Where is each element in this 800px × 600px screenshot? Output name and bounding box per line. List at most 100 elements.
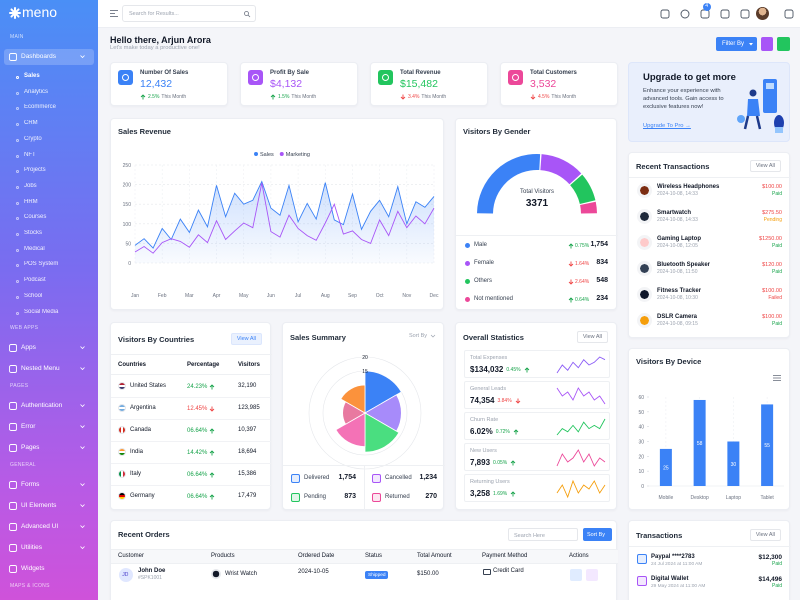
view-all-button[interactable]: View All bbox=[749, 529, 781, 541]
stat-item-value: $134,032 bbox=[470, 365, 504, 374]
submenu-item[interactable]: Ecommerce bbox=[10, 104, 94, 118]
search-box[interactable]: Search for Results... bbox=[122, 5, 256, 22]
x-tick-label: Sep bbox=[348, 293, 357, 299]
icon-shape bbox=[720, 9, 730, 19]
submenu-item[interactable]: CRM bbox=[10, 120, 94, 134]
chevron bbox=[80, 404, 85, 408]
submenu-item[interactable]: HRM bbox=[10, 199, 94, 213]
country-visitors: 10,397 bbox=[238, 427, 257, 433]
column-header: Countries bbox=[118, 362, 147, 368]
stat-value: $4,132 bbox=[270, 78, 303, 90]
submenu-label: Stocks bbox=[24, 230, 43, 236]
sidebar-item[interactable]: Widgets bbox=[4, 561, 94, 577]
stat-value: $15,482 bbox=[400, 78, 438, 90]
topbar-icon[interactable] bbox=[783, 8, 795, 20]
stat-value: 3,532 bbox=[530, 78, 557, 90]
column-header: Percentage bbox=[187, 362, 220, 368]
submenu-item[interactable]: School bbox=[10, 293, 94, 307]
download-button[interactable] bbox=[761, 37, 773, 51]
table-header-bg bbox=[111, 549, 618, 564]
arrow-shape bbox=[568, 297, 574, 303]
submenu-item[interactable]: Podcast bbox=[10, 277, 94, 291]
submenu-item[interactable]: Social Media bbox=[10, 309, 94, 323]
view-all-button[interactable]: View All bbox=[749, 160, 781, 172]
edit-button[interactable] bbox=[777, 37, 790, 51]
x-tick-label: Jul bbox=[295, 293, 301, 299]
sort-label[interactable]: Sort By bbox=[409, 333, 428, 339]
stat-icon bbox=[248, 70, 263, 85]
legend-marker bbox=[465, 297, 470, 302]
change-row: 1.64% bbox=[568, 260, 598, 268]
submenu-label: POS System bbox=[24, 261, 59, 268]
order-search[interactable]: Search Here bbox=[508, 528, 578, 541]
topbar-icon[interactable] bbox=[739, 8, 751, 20]
submenu-label: Podcast bbox=[24, 277, 46, 284]
country-name: Canada bbox=[130, 427, 152, 433]
submenu-dot bbox=[16, 311, 19, 315]
arrow-shape bbox=[210, 406, 215, 412]
edit-action[interactable] bbox=[586, 569, 598, 581]
sidebar-item[interactable]: Error bbox=[4, 419, 94, 435]
sidebar-item[interactable]: UI Elements bbox=[4, 498, 94, 514]
upgrade-link[interactable]: Upgrade To Pro → bbox=[643, 123, 691, 129]
card-title: Overall Statistics bbox=[463, 333, 524, 342]
submenu-item[interactable]: POS System bbox=[10, 261, 94, 275]
view-action[interactable] bbox=[570, 569, 582, 581]
submenu-item[interactable]: Medical bbox=[10, 246, 94, 260]
view-all-button[interactable]: View All bbox=[230, 333, 262, 345]
sidebar-icon bbox=[9, 523, 17, 532]
avatar[interactable] bbox=[756, 7, 769, 20]
submenu-item[interactable]: Crypto bbox=[10, 136, 94, 150]
topbar-icon[interactable] bbox=[679, 8, 691, 20]
icon-shape bbox=[9, 502, 17, 511]
submenu-item[interactable]: Analytics bbox=[10, 89, 94, 103]
stat-change-row: 2.5% This Month bbox=[140, 93, 225, 101]
bar bbox=[693, 399, 706, 486]
chevron-shape bbox=[80, 483, 85, 487]
brand: meno bbox=[22, 4, 58, 20]
transaction-status: Paid bbox=[771, 269, 782, 275]
trend-arrow bbox=[515, 398, 520, 404]
card-title: Visitors By Device bbox=[636, 357, 702, 366]
topbar-icon[interactable] bbox=[719, 8, 731, 20]
submenu-item[interactable]: Stocks bbox=[10, 230, 94, 244]
topbar-icon[interactable] bbox=[659, 8, 671, 20]
y-tick-label: 100 bbox=[123, 222, 132, 228]
submenu-item[interactable]: Sales bbox=[10, 73, 94, 87]
x-tick-label: Jan bbox=[131, 293, 139, 299]
trend-arrow bbox=[210, 406, 215, 412]
submenu-dot bbox=[16, 295, 19, 299]
sidebar-item[interactable]: Authentication bbox=[4, 398, 94, 414]
sidebar-item[interactable]: Apps bbox=[4, 340, 94, 356]
sort-button[interactable]: Sort By bbox=[583, 528, 612, 541]
sidebar-item[interactable]: Forms bbox=[4, 477, 94, 493]
submenu-dot bbox=[16, 280, 19, 284]
sidebar-item[interactable]: Utilities bbox=[4, 540, 94, 556]
divider bbox=[111, 419, 272, 420]
flag bbox=[118, 404, 126, 412]
legend-label: Male bbox=[474, 242, 488, 248]
sidebar-item[interactable]: Nested Menu bbox=[4, 361, 94, 377]
sidebar-section-title: WEB APPS bbox=[10, 325, 39, 332]
divider bbox=[111, 397, 272, 398]
icon-shape bbox=[680, 9, 690, 19]
chevron-shape bbox=[80, 546, 85, 550]
column-header: Products bbox=[211, 553, 235, 559]
sidebar-item[interactable]: Dashboards bbox=[4, 49, 94, 65]
sparkline bbox=[556, 479, 606, 499]
sparkline-line bbox=[556, 418, 606, 436]
chevron bbox=[80, 425, 85, 429]
grid-circle bbox=[308, 356, 422, 470]
filter-button[interactable]: Filter By bbox=[716, 37, 757, 51]
sidebar-item[interactable]: Pages bbox=[4, 440, 94, 456]
submenu-item[interactable]: Projects bbox=[10, 167, 94, 181]
submenu-item[interactable]: Jobs bbox=[10, 183, 94, 197]
status-label: Pending bbox=[304, 494, 327, 500]
submenu-item[interactable]: Courses bbox=[10, 214, 94, 228]
icon-shape bbox=[9, 565, 17, 574]
sidebar-item[interactable]: Advanced UI bbox=[4, 519, 94, 535]
submenu-dot bbox=[16, 76, 19, 79]
legend-change: 1.64% bbox=[575, 261, 590, 267]
view-all-button[interactable]: View All bbox=[576, 331, 608, 343]
submenu-item[interactable]: NFT bbox=[10, 152, 94, 166]
